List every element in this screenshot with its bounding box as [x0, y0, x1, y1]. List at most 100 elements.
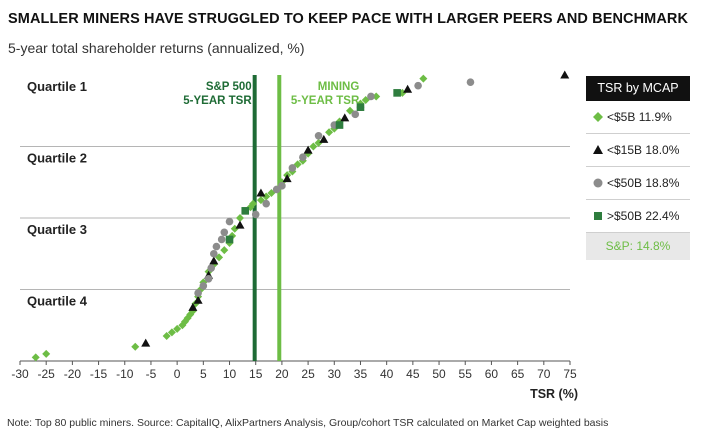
x-tick-label: -25 [38, 367, 56, 381]
legend-label: >$50B 22.4% [607, 209, 680, 223]
data-point-diamond [236, 214, 244, 222]
data-point-diamond [372, 92, 381, 101]
x-tick-label: 5 [200, 367, 207, 381]
data-point-circle [367, 92, 375, 101]
x-tick-label: 75 [563, 367, 577, 381]
x-tick-label: 40 [380, 367, 394, 381]
x-tick-label: 55 [459, 367, 473, 381]
data-point-square [241, 207, 250, 215]
legend-item-over-50b: >$50B 22.4% [586, 200, 690, 233]
x-tick-label: 10 [223, 367, 237, 381]
data-point-circle [194, 289, 202, 297]
x-tick-label: 60 [485, 367, 499, 381]
data-point-diamond [131, 342, 140, 351]
reference-line-label: 5-YEAR TSR [291, 95, 360, 107]
data-point-diamond [162, 331, 171, 340]
x-tick-label: 15 [249, 367, 263, 381]
legend-title: TSR by MCAP [586, 76, 690, 101]
x-tick-label: -30 [11, 367, 29, 381]
data-point-triangle [141, 338, 151, 347]
data-point-circle [414, 81, 422, 90]
x-tick-label: 0 [174, 367, 181, 381]
square-marker-icon [593, 211, 603, 221]
data-point-square [335, 121, 344, 129]
data-point-triangle [256, 188, 266, 197]
data-point-triangle [282, 174, 292, 183]
x-tick-label: 65 [511, 367, 525, 381]
quartile-label: Quartile 1 [27, 79, 87, 94]
x-tick-label: 70 [537, 367, 551, 381]
quartile-label: Quartile 4 [27, 294, 88, 309]
data-point-circle [199, 282, 208, 290]
data-point-circle [466, 78, 475, 86]
data-point-triangle [303, 145, 313, 154]
x-tick-label: -10 [116, 367, 134, 381]
data-point-triangle [340, 113, 350, 122]
data-point-circle [212, 242, 221, 251]
data-point-triangle [188, 302, 198, 311]
legend-item-under-5b: <$5B 11.9% [586, 101, 690, 134]
data-point-circle [314, 131, 323, 140]
data-point-triangle [319, 134, 329, 143]
data-point-circle [351, 110, 360, 119]
legend-sp500: S&P: 14.8% [586, 233, 690, 260]
legend-item-under-50b: <$50B 18.8% [586, 167, 690, 200]
data-point-diamond [249, 199, 258, 208]
diamond-marker-icon [593, 112, 603, 122]
data-point-circle [207, 264, 215, 272]
data-point-diamond [215, 253, 224, 262]
data-point-triangle [560, 70, 570, 79]
x-tick-label: 45 [406, 367, 420, 381]
triangle-marker-icon [593, 145, 603, 155]
data-point-square [225, 235, 234, 244]
data-point-triangle [403, 84, 413, 93]
x-tick-label: 25 [301, 367, 315, 381]
reference-line-label: 5-YEAR TSR [183, 95, 252, 107]
data-point-circle [299, 153, 307, 162]
data-point-diamond [31, 353, 40, 362]
legend-label: <$5B 11.9% [607, 110, 672, 124]
data-point-diamond [167, 328, 176, 337]
legend-label: <$15B 18.0% [607, 143, 680, 157]
chart-subtitle: 5-year total shareholder returns (annual… [8, 40, 305, 56]
reference-line-label: MINING [318, 81, 360, 93]
data-point-diamond [42, 349, 51, 358]
data-point-diamond [309, 142, 318, 151]
data-point-triangle [235, 220, 245, 229]
data-point-circle [262, 199, 270, 208]
x-tick-label: 30 [328, 367, 342, 381]
x-tick-label: 20 [275, 367, 289, 381]
data-point-triangle [193, 295, 203, 304]
data-point-circle [251, 210, 260, 219]
data-point-triangle [209, 256, 219, 265]
circle-marker-icon [593, 178, 603, 188]
quartile-label: Quartile 2 [27, 151, 87, 166]
reference-line-label: S&P 500 [206, 81, 252, 93]
chart-title: SMALLER MINERS HAVE STRUGGLED TO KEEP PA… [8, 11, 689, 27]
x-tick-label: 35 [354, 367, 368, 381]
x-axis-title: TSR (%) [530, 387, 578, 401]
data-point-circle [217, 235, 226, 244]
data-point-diamond [173, 324, 182, 333]
x-tick-label: 50 [432, 367, 446, 381]
legend-item-under-15b: <$15B 18.0% [586, 134, 690, 167]
data-point-square [393, 89, 401, 97]
data-point-circle [288, 164, 297, 172]
data-point-square [356, 103, 365, 111]
quartile-label: Quartile 3 [27, 222, 87, 237]
data-point-circle [210, 249, 218, 258]
x-tick-label: -15 [90, 367, 108, 381]
data-point-circle [204, 274, 213, 283]
data-point-diamond [220, 246, 229, 255]
data-point-circle [225, 217, 234, 226]
footnote: Note: Top 80 public miners. Source: Capi… [7, 417, 609, 429]
data-point-circle [220, 228, 229, 237]
data-point-diamond [419, 74, 428, 83]
legend-label: <$50B 18.8% [607, 176, 680, 190]
data-point-diamond [325, 128, 334, 137]
data-point-circle [278, 182, 286, 190]
x-tick-label: -5 [146, 367, 157, 381]
legend: TSR by MCAP <$5B 11.9% <$15B 18.0% <$50B… [586, 76, 690, 260]
x-tick-label: -20 [64, 367, 82, 381]
